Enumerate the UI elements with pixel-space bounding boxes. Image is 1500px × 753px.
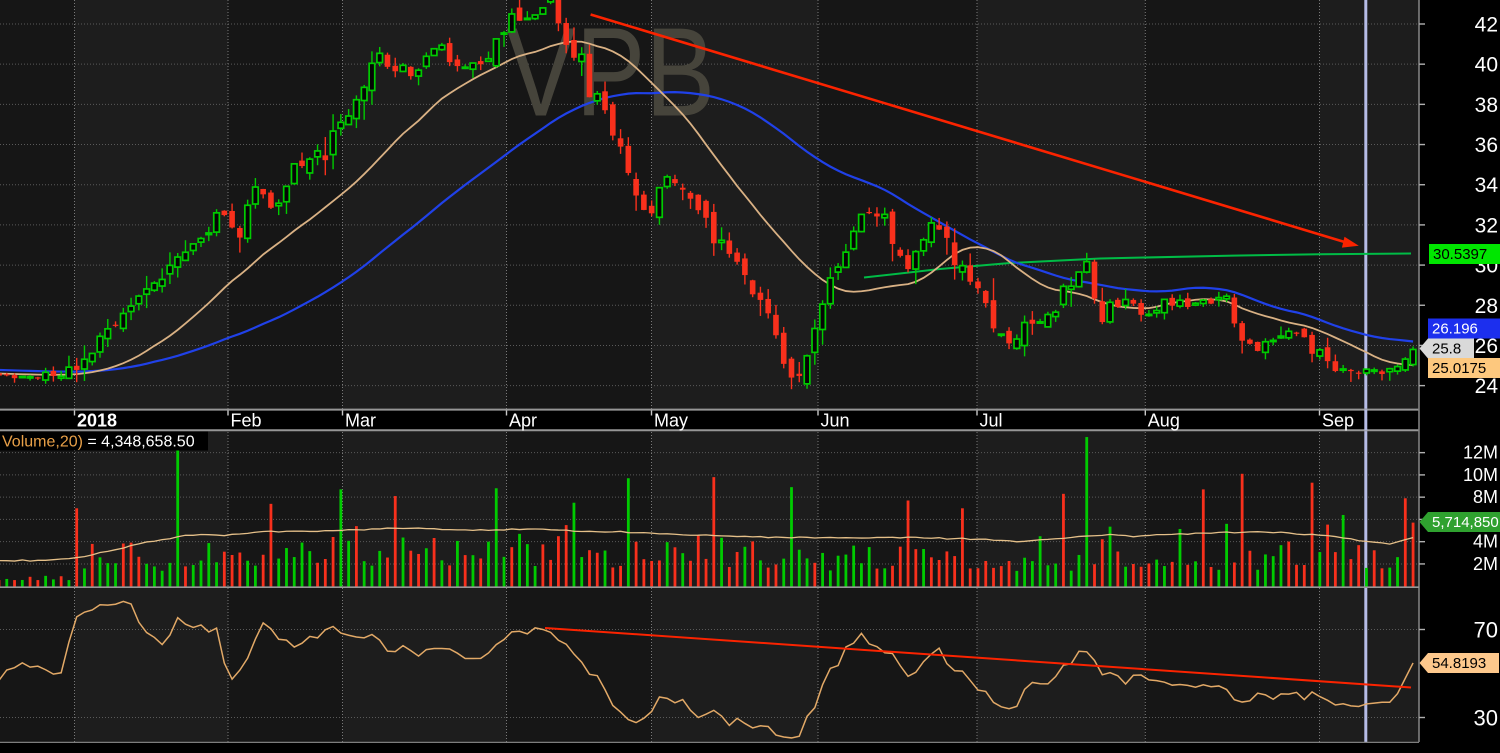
svg-text:5,714,850: 5,714,850 bbox=[1432, 514, 1499, 531]
svg-text:25.0175: 25.0175 bbox=[1432, 360, 1486, 377]
svg-text:40: 40 bbox=[1475, 54, 1498, 77]
svg-text:8M: 8M bbox=[1473, 487, 1498, 507]
svg-text:25.8: 25.8 bbox=[1432, 341, 1461, 358]
svg-text:30.5397: 30.5397 bbox=[1433, 246, 1487, 263]
svg-text:Aug: Aug bbox=[1148, 410, 1180, 430]
svg-text:Volume,20) = 4,348,658.50: Volume,20) = 4,348,658.50 bbox=[2, 434, 195, 451]
svg-text:Apr: Apr bbox=[509, 410, 537, 430]
svg-text:42: 42 bbox=[1475, 14, 1498, 37]
svg-text:32: 32 bbox=[1475, 214, 1498, 237]
svg-text:70: 70 bbox=[1474, 618, 1498, 643]
svg-text:Mar: Mar bbox=[345, 410, 376, 430]
svg-text:36: 36 bbox=[1475, 134, 1498, 157]
svg-text:Jul: Jul bbox=[980, 410, 1003, 430]
svg-text:24: 24 bbox=[1475, 375, 1499, 398]
svg-text:30: 30 bbox=[1474, 706, 1498, 731]
svg-text:34: 34 bbox=[1475, 174, 1499, 197]
svg-text:28: 28 bbox=[1475, 295, 1498, 318]
svg-text:May: May bbox=[654, 410, 688, 430]
svg-text:2018: 2018 bbox=[77, 410, 117, 430]
svg-text:4M: 4M bbox=[1473, 532, 1498, 552]
svg-text:54.8193: 54.8193 bbox=[1432, 655, 1486, 672]
svg-text:26.196: 26.196 bbox=[1432, 321, 1478, 338]
svg-text:2M: 2M bbox=[1473, 554, 1498, 574]
svg-text:Jun: Jun bbox=[821, 410, 850, 430]
svg-text:10M: 10M bbox=[1463, 465, 1498, 485]
svg-text:Sep: Sep bbox=[1322, 410, 1354, 430]
svg-text:38: 38 bbox=[1475, 94, 1498, 117]
svg-text:26: 26 bbox=[1475, 335, 1498, 358]
svg-text:Feb: Feb bbox=[231, 410, 262, 430]
svg-text:12M: 12M bbox=[1463, 443, 1498, 463]
